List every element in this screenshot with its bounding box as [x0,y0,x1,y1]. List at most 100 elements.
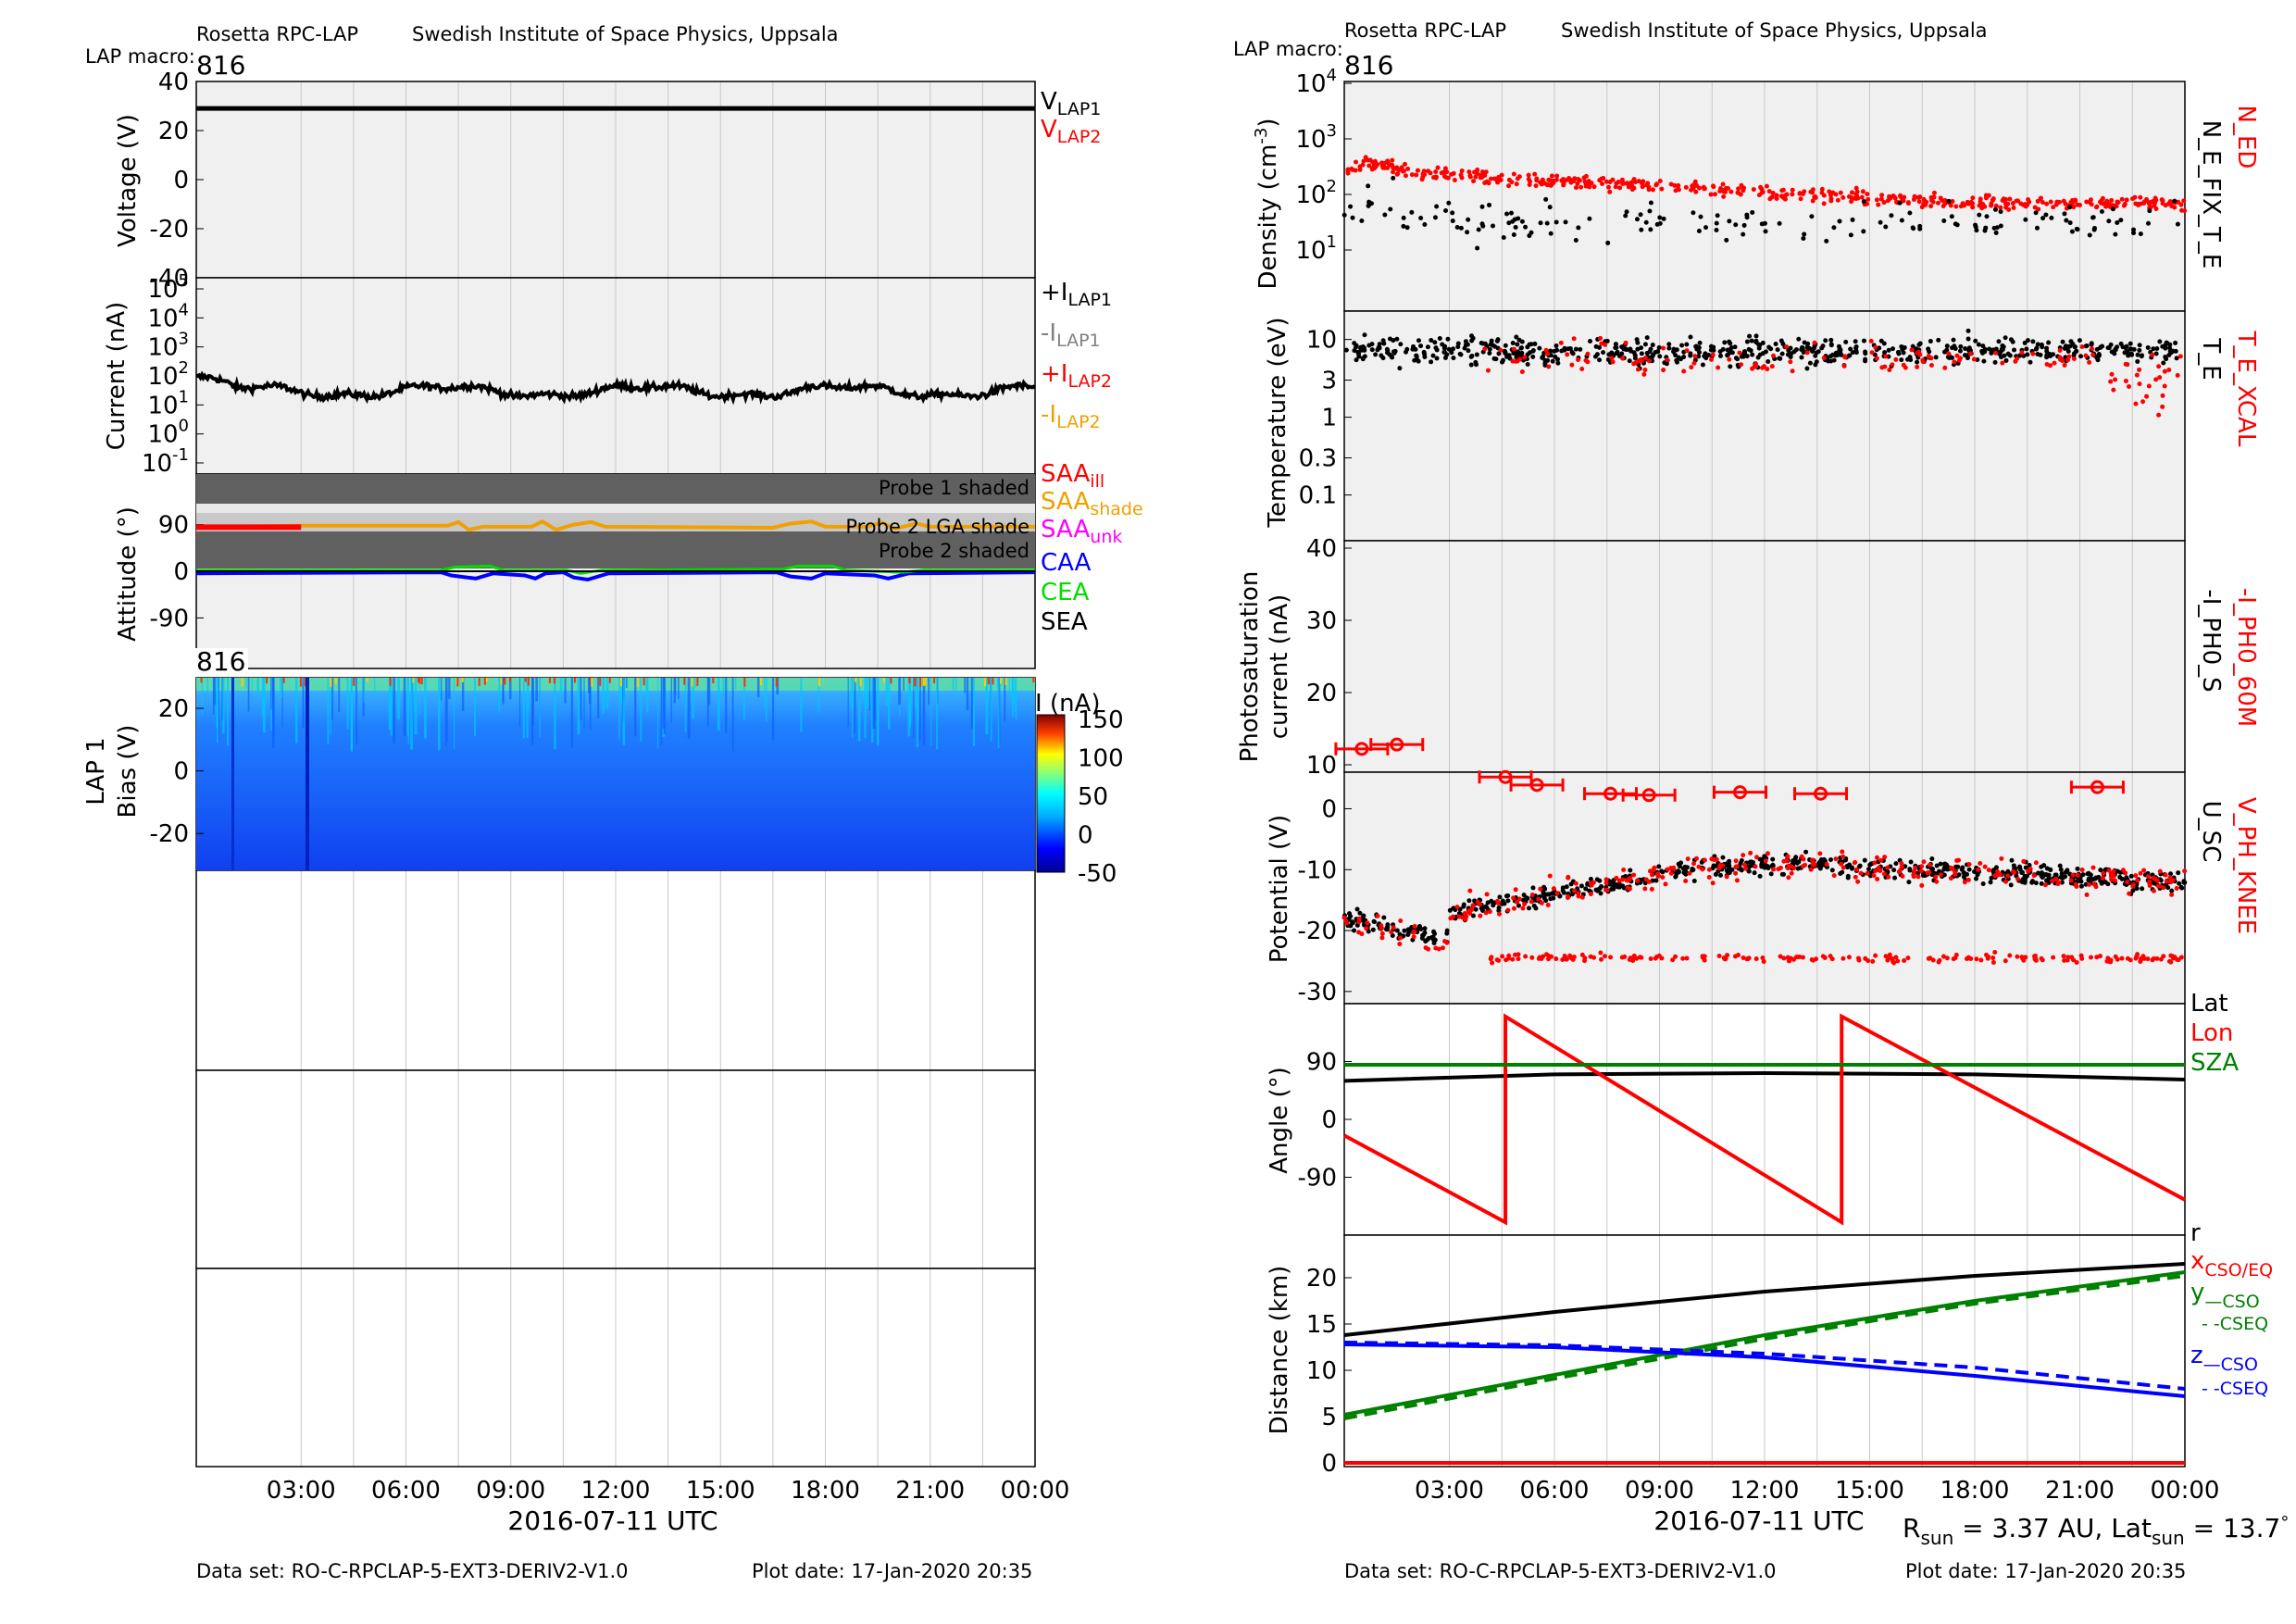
density-ned-point [1912,194,1917,199]
temperature-te-point [1657,354,1663,359]
temperature-xcal-point [1942,365,1948,370]
potential-usc-point [1673,874,1678,880]
spectrogram-hot [619,678,622,687]
potential-vph-point [1379,935,1385,941]
temperature-te-point [1720,346,1726,352]
panel-empty3-frame [195,1268,1036,1468]
potential-usc-point [2088,872,2093,878]
legend-lat: Lat [2190,990,2228,1018]
density-ned-point [1554,173,1560,179]
potential-vph-point [1710,881,1716,886]
potential-vph-point [1995,868,2001,874]
potential-vph-point [1668,870,1674,876]
potential-usc-point [1929,866,1935,871]
temperature-te-point [1676,355,1681,360]
temperature-te-point [1559,348,1565,354]
potential-vph-point [1691,861,1697,867]
ytick-label: 40 [1306,535,1337,563]
density-nefix-point [1724,237,1729,243]
potential-vph-point [2152,876,2158,881]
potential-vph-low-point [1745,956,1751,962]
temperature-te-point [2167,342,2173,347]
potential-vph-point [1545,902,1551,907]
potential-usc-point [2029,880,2035,885]
temperature-te-point [1644,335,1650,341]
temperature-te-point [1391,349,1397,355]
temperature-xcal-point [1544,351,1550,356]
potential-vph-point [1423,945,1429,951]
temperature-te-point [1653,349,1658,355]
potential-vph-low-point [2128,957,2133,963]
potential-usc-point [1656,864,1662,869]
temperature-te-point [1804,366,1810,371]
temperature-xcal-point [1519,369,1525,375]
potential-vph-point [1753,864,1758,869]
density-ned-point [1697,185,1703,191]
potential-vph-low-point [2089,955,2094,960]
temperature-xcal-point [1926,353,1931,358]
temperature-te-point [1503,343,1508,348]
potential-usc-point [1384,927,1390,932]
potential-vph-low-point [2119,956,2125,961]
colorbar-tick: 50 [1078,783,1108,811]
temperature-xcal-point [1868,338,1874,344]
potential-usc-point [1614,882,1619,888]
potential-vph-low-point [2015,954,2020,959]
temperature-te-point [2077,338,2082,344]
potential-vph-low-point [1978,957,1984,963]
potential-vph-point [2075,872,2080,878]
density-nefix-point [1824,238,1829,244]
temperature-te-point [1760,351,1766,356]
potential-vph-low-point [1510,956,1516,962]
density-ned-point [1452,177,1457,182]
potential-vph-low-point [1846,955,1852,960]
density-nefix-point [1741,222,1747,228]
density-ned-point [1645,181,1651,186]
legend-z: z—CSO [2190,1342,2258,1375]
potential-usc-point [2023,865,2028,870]
temperature-te-point [2125,349,2130,355]
potential-usc-point [2058,867,2064,872]
potential-vph-point [1470,903,1476,908]
potential-vph-low-point [2145,956,2151,962]
xtick-label: 21:00 [2045,1477,2115,1505]
density-nefix-point [1458,225,1464,231]
temperature-te-point [1489,338,1494,344]
density-nefix-point [1350,215,1355,220]
potential-vph-point [1899,864,1904,869]
xtick-label: 15:00 [686,1477,755,1505]
density-ned-point [1459,168,1465,173]
temperature-te-point [1746,346,1752,352]
spectrogram-hot [524,678,527,682]
temperature-te-point [2025,352,2030,357]
potential-vph-point [1948,865,1953,870]
temperature-te-point [2024,346,2029,352]
density-nefix-point [1388,206,1393,212]
potential-vph-point [1660,874,1666,880]
density-ned-point [1428,170,1433,176]
density-nefix-point [1511,232,1516,238]
potential-usc-point [2019,870,2025,876]
density-nefix-point [1883,224,1889,230]
density-nefix-point [1479,204,1485,209]
potential-vph-point [1379,923,1384,929]
potential-vph-low-point [2039,956,2044,961]
potential-usc-point [1849,865,1854,870]
density-nefix-point [1899,218,1904,223]
potential-usc-point [2078,883,2084,889]
temperature-te-point [1951,337,1956,343]
density-nefix-point [1777,220,1782,226]
density-ned-point [1526,172,1531,178]
temperature-xcal-point [1753,361,1758,367]
density-ned-point [1928,204,1934,209]
density-ned-point [1366,163,1372,169]
temperature-te-point [1510,341,1516,346]
temperature-xcal-point [1623,340,1628,345]
temperature-te-point [1980,344,1986,349]
current-trace [195,370,1036,406]
temperature-xcal-point [1598,335,1603,341]
temperature-te-point [1744,339,1750,344]
spectrogram-hot [573,678,576,683]
spectrogram-hot [775,678,778,687]
spectrogram-hot [992,678,994,685]
